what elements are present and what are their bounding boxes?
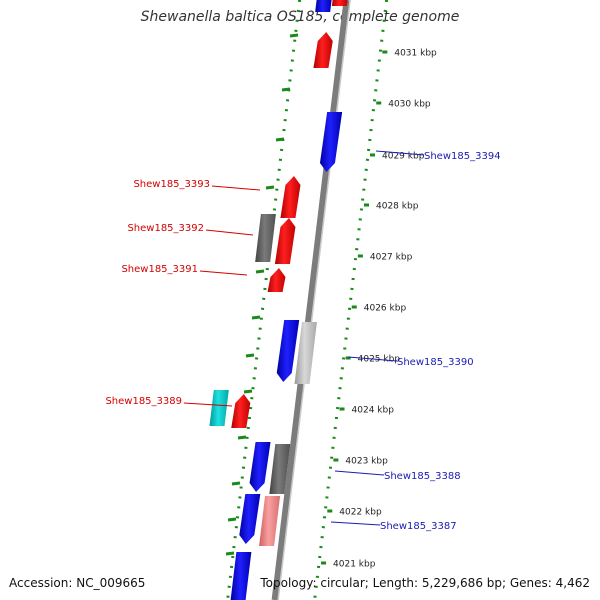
- gene-blue-3390a[interactable]: [276, 320, 300, 382]
- backbone-ring: [271, 0, 350, 600]
- gene-blue-bottom[interactable]: [230, 552, 252, 600]
- gc-dash-mark: [231, 481, 241, 486]
- gc-dash-mark: [227, 517, 237, 522]
- gene-leader-line: [347, 356, 398, 362]
- gene-leader-line: [375, 150, 425, 156]
- gene-gray-3392b[interactable]: [255, 214, 276, 262]
- gene-blue-3387a[interactable]: [239, 494, 261, 544]
- gene-label-right[interactable]: Shew185_3388: [384, 471, 461, 482]
- gene-red-4031[interactable]: [313, 32, 333, 68]
- kbp-tick-label: 4030 kbp: [388, 100, 431, 110]
- kbp-tick-label: 4024 kbp: [352, 406, 395, 416]
- gene-leader-line: [334, 470, 385, 476]
- kbp-tick-label: 4029 kbp: [382, 152, 425, 162]
- gene-shew185-3389[interactable]: [209, 390, 229, 426]
- gene-top-red[interactable]: [331, 0, 348, 6]
- gc-dash-mark: [225, 551, 235, 556]
- gene-label-right[interactable]: Shew185_3390: [397, 357, 474, 368]
- kbp-tick-label: 4023 kbp: [345, 457, 388, 467]
- gc-dash-mark: [275, 137, 285, 142]
- gene-shew185-3387[interactable]: [259, 496, 281, 546]
- kbp-tick-label: 4028 kbp: [376, 202, 419, 212]
- gene-label-left[interactable]: Shew185_3392: [127, 223, 204, 234]
- gene-shew185-3391[interactable]: [267, 268, 286, 292]
- gene-leader-line: [330, 521, 381, 526]
- gene-leader-line: [211, 185, 261, 191]
- accession-text: Accession: NC_009665: [9, 576, 146, 590]
- gene-leader-line: [199, 270, 248, 276]
- kbp-tick-label: 4021 kbp: [333, 560, 376, 570]
- gene-shew185-3390[interactable]: [294, 322, 317, 384]
- gc-dash-mark: [255, 269, 265, 274]
- gc-dash-mark: [243, 389, 253, 394]
- kbp-tick-label: 4022 kbp: [339, 508, 382, 518]
- gene-shew185-3393[interactable]: [280, 176, 301, 218]
- gene-blue-3388a[interactable]: [249, 442, 271, 492]
- genome-title: Shewanella baltica OS185, complete genom…: [140, 9, 460, 25]
- gc-dash-mark: [251, 315, 261, 320]
- backbone-edge: [277, 0, 351, 600]
- gene-top-blue[interactable]: [315, 0, 332, 12]
- gc-dash-mark: [289, 33, 299, 38]
- topology-text: Topology: circular; Length: 5,229,686 bp…: [260, 576, 590, 590]
- gc-dash-mark: [281, 87, 291, 92]
- gc-dash-mark: [237, 435, 247, 440]
- gene-leader-line: [205, 229, 254, 236]
- inner-dotted-ring: [226, 0, 302, 600]
- kbp-tick-label: 4031 kbp: [394, 49, 437, 59]
- gc-dash-mark: [245, 353, 255, 358]
- gene-label-left[interactable]: Shew185_3389: [105, 396, 182, 407]
- gene-leader-line: [183, 402, 233, 407]
- gc-dash-mark: [265, 185, 275, 190]
- outer-dotted-ring: [313, 0, 389, 600]
- gene-shew185-3388[interactable]: [269, 444, 291, 494]
- gene-label-right[interactable]: Shew185_3387: [380, 521, 457, 532]
- kbp-tick-label: 4026 kbp: [364, 304, 407, 314]
- gene-label-left[interactable]: Shew185_3393: [133, 179, 210, 190]
- gene-shew185-3392[interactable]: [274, 218, 296, 264]
- kbp-tick-label: 4027 kbp: [370, 253, 413, 263]
- gene-label-left[interactable]: Shew185_3391: [121, 264, 198, 275]
- gene-shew185-3394[interactable]: [319, 112, 343, 172]
- gene-red-3389b[interactable]: [231, 394, 251, 428]
- gene-label-right[interactable]: Shew185_3394: [424, 151, 501, 162]
